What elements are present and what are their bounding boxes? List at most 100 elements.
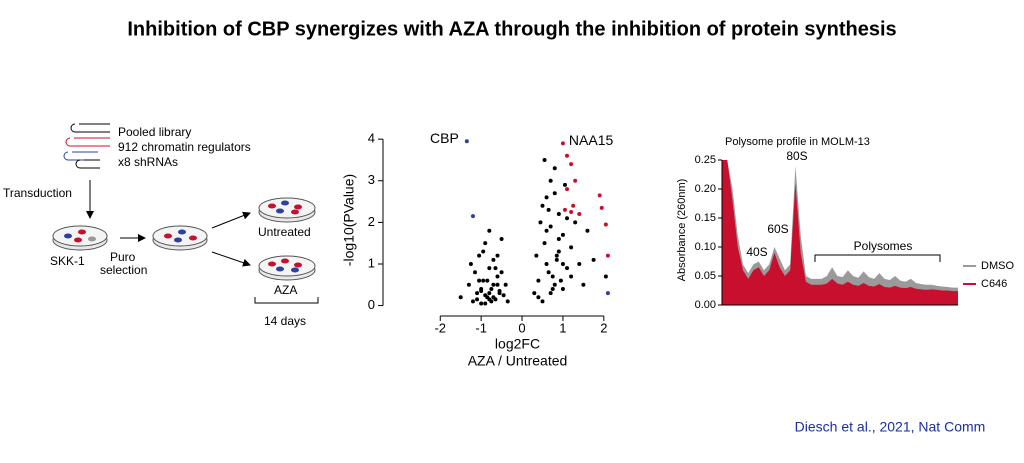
point	[544, 228, 549, 233]
point	[599, 205, 604, 210]
point	[536, 278, 541, 283]
cell-line-label: SKK-1	[50, 254, 85, 268]
annotation: 40S	[746, 245, 767, 259]
point	[464, 139, 469, 144]
point	[491, 295, 496, 300]
x-tick-label: -2	[434, 320, 446, 335]
point	[475, 297, 480, 302]
point	[466, 282, 471, 287]
point	[481, 249, 486, 254]
area	[722, 160, 958, 305]
annotation: 80S	[786, 149, 807, 163]
point	[479, 301, 484, 306]
point	[534, 253, 539, 258]
y-axis-label: -log10(PValue)	[341, 174, 357, 266]
point	[495, 282, 500, 287]
point	[505, 299, 510, 304]
point	[577, 261, 582, 266]
point	[495, 253, 500, 258]
point	[485, 278, 490, 283]
point	[495, 274, 500, 279]
point	[532, 291, 537, 296]
point	[554, 253, 559, 258]
point	[581, 282, 586, 287]
point	[550, 274, 555, 279]
point	[542, 157, 547, 162]
point	[554, 257, 559, 262]
point	[475, 291, 480, 296]
point	[487, 266, 492, 271]
point	[585, 228, 590, 233]
point	[548, 291, 553, 296]
y-tick-label: 0.00	[695, 299, 716, 311]
shrna-icons	[63, 123, 110, 169]
point	[477, 278, 482, 283]
x-tick-label: 2	[600, 320, 607, 335]
point	[540, 203, 545, 208]
point	[569, 245, 574, 250]
point	[565, 266, 570, 271]
point	[489, 286, 494, 291]
point	[565, 216, 570, 221]
point	[605, 253, 610, 258]
point	[560, 232, 565, 237]
point	[597, 193, 602, 198]
point	[493, 266, 498, 271]
transduction-label: Transduction	[3, 186, 72, 200]
point	[552, 166, 557, 171]
point	[458, 295, 463, 300]
area	[722, 160, 958, 305]
library-text: x8 shRNAs	[118, 155, 178, 169]
selection-label: Puro	[110, 250, 136, 264]
slide-title: Inhibition of CBP synergizes with AZA th…	[127, 18, 896, 40]
legend-label: DMSO	[981, 260, 1014, 272]
point	[544, 195, 549, 200]
x-tick-label: -1	[475, 320, 487, 335]
point	[483, 293, 488, 298]
point	[560, 286, 565, 291]
library-text: 912 chromatin regulators	[118, 140, 251, 154]
point	[591, 257, 596, 262]
annotation: CBP	[430, 130, 459, 146]
library-text: Pooled library	[118, 125, 191, 139]
point	[556, 237, 561, 242]
point	[481, 278, 486, 283]
point	[487, 228, 492, 233]
selection-label: selection	[100, 263, 147, 277]
y-tick-label: 3	[368, 172, 375, 187]
point	[491, 282, 496, 287]
point	[573, 220, 578, 225]
point	[483, 241, 488, 246]
point	[552, 282, 557, 287]
duration-label: 14 days	[264, 314, 306, 328]
point	[538, 220, 543, 225]
point	[560, 261, 565, 266]
x-tick-label: 1	[559, 320, 566, 335]
y-tick-label: 0.20	[695, 183, 716, 195]
point	[497, 291, 502, 296]
annotation: NAA15	[569, 132, 614, 148]
point	[603, 222, 608, 227]
y-axis-label: Absorbance (260nm)	[676, 179, 688, 282]
bracket	[814, 254, 941, 262]
point	[499, 237, 504, 242]
point	[605, 291, 610, 296]
point	[477, 253, 482, 258]
point	[542, 241, 547, 246]
point	[603, 274, 608, 279]
point	[577, 212, 582, 217]
point	[540, 299, 545, 304]
point	[479, 289, 484, 294]
citation: Diesch et al., 2021, Nat Comm	[795, 419, 986, 435]
point	[569, 162, 574, 167]
chart-title: Polysome profile in MOLM-13	[725, 136, 870, 148]
point	[548, 224, 553, 229]
point	[468, 261, 473, 266]
point	[562, 207, 567, 212]
point	[483, 301, 488, 306]
point	[548, 178, 553, 183]
point	[573, 178, 578, 183]
point	[487, 297, 492, 302]
y-tick-label: 0.10	[695, 241, 716, 253]
